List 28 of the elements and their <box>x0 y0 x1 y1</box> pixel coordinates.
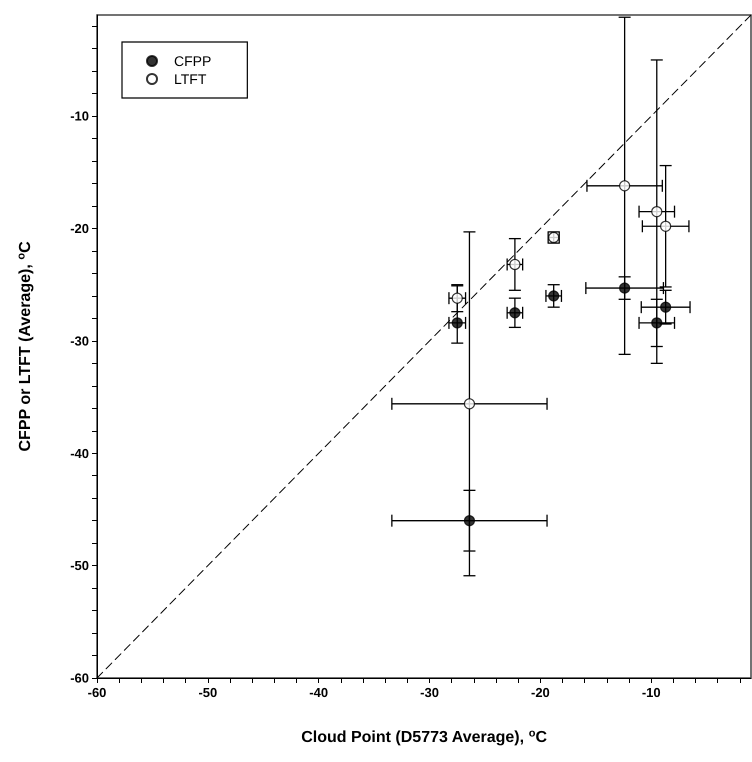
point <box>651 206 662 218</box>
y-tick-label: -10 <box>70 108 89 124</box>
x-tick-label: -40 <box>309 685 328 700</box>
y-tick-label: -60 <box>70 670 89 686</box>
point <box>619 282 630 294</box>
x-tick-label: -50 <box>198 685 218 700</box>
y-tick-label: -50 <box>70 558 89 574</box>
x-tick-label: -60 <box>88 685 106 700</box>
point <box>452 292 463 304</box>
point <box>651 317 662 328</box>
x-tick-label: -30 <box>420 685 439 700</box>
point <box>619 180 630 192</box>
point <box>452 317 463 328</box>
point <box>509 307 520 318</box>
point <box>464 398 476 410</box>
point <box>660 220 672 232</box>
point <box>464 515 476 526</box>
y-tick-label: -30 <box>70 333 89 348</box>
y-tick-label: -40 <box>70 446 89 461</box>
y-tick-label: -20 <box>70 221 89 236</box>
legend-label: LTFT <box>174 71 207 87</box>
x-tick-label: -20 <box>530 685 550 700</box>
x-tick-label: -10 <box>642 685 661 700</box>
legend-label: CFPP <box>174 53 212 69</box>
point <box>660 302 672 313</box>
point <box>509 258 520 270</box>
y-axis-title: CFPP or LTFT (Average), oC <box>16 240 34 452</box>
point <box>548 290 560 302</box>
